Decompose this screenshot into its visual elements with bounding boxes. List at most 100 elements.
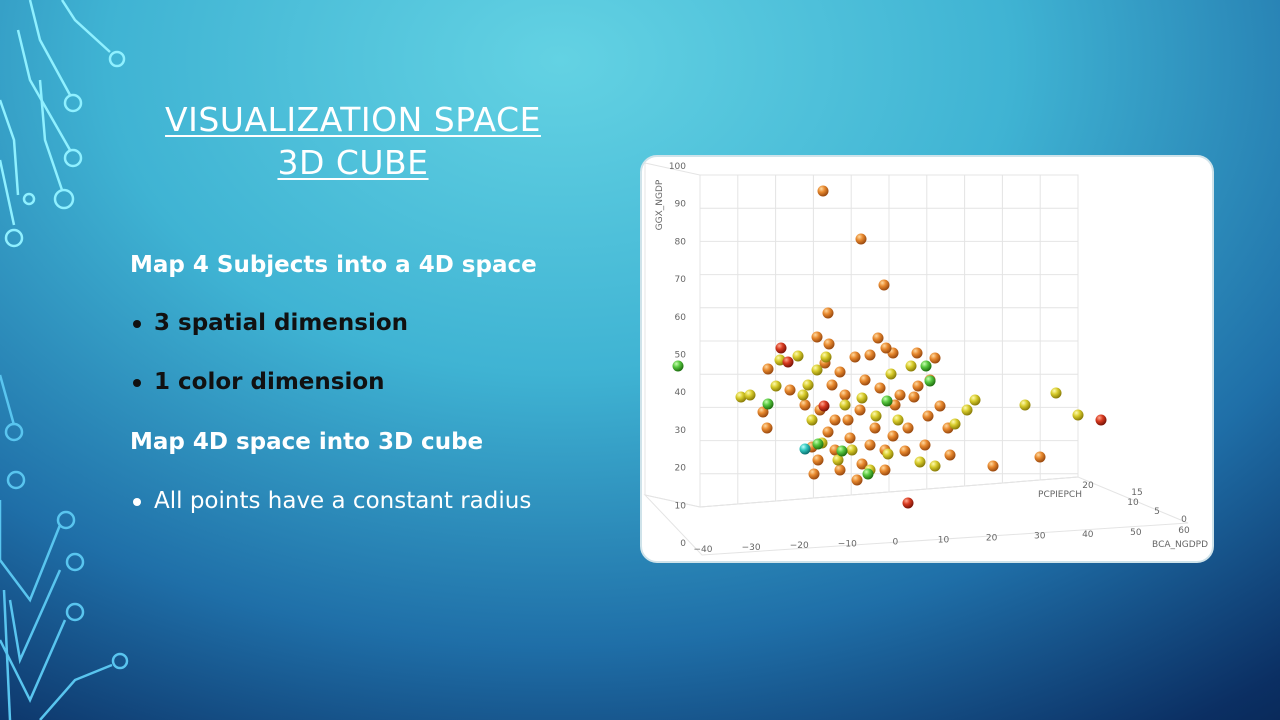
sphere bbox=[797, 389, 809, 401]
sphere bbox=[899, 445, 911, 457]
x-tick-label: 50 bbox=[1130, 528, 1142, 538]
z-tick-label: 15 bbox=[1131, 488, 1142, 498]
sphere bbox=[818, 400, 830, 412]
sphere bbox=[879, 464, 891, 476]
sphere bbox=[820, 351, 832, 363]
slide-text: 3 spatial dimension bbox=[154, 310, 409, 336]
sphere bbox=[782, 356, 794, 368]
sphere bbox=[929, 460, 941, 472]
sphere bbox=[806, 414, 818, 426]
sphere bbox=[892, 414, 904, 426]
sphere bbox=[908, 391, 920, 403]
sphere bbox=[881, 395, 893, 407]
sphere bbox=[880, 342, 892, 354]
x-tick-label: 40 bbox=[1082, 530, 1094, 540]
sphere bbox=[735, 391, 747, 403]
sphere bbox=[905, 360, 917, 372]
bullet bbox=[133, 379, 141, 387]
sphere bbox=[822, 426, 834, 438]
slide-text: All points have a constant radius bbox=[154, 488, 532, 514]
bullet bbox=[133, 498, 141, 506]
sphere bbox=[949, 418, 961, 430]
sphere bbox=[902, 422, 914, 434]
sphere bbox=[826, 379, 838, 391]
sphere bbox=[811, 364, 823, 376]
y-tick-label: 30 bbox=[675, 426, 687, 436]
sphere bbox=[920, 360, 932, 372]
sphere bbox=[854, 404, 866, 416]
sphere bbox=[834, 366, 846, 378]
slide-title: 3D CUBE bbox=[277, 143, 429, 182]
sphere bbox=[874, 382, 886, 394]
x-axis-label: BCA_NGDPD bbox=[1152, 540, 1208, 550]
sphere bbox=[823, 338, 835, 350]
z-axis-label: PCPIEPCH bbox=[1038, 490, 1082, 500]
sphere bbox=[832, 454, 844, 466]
slide-text: 1 color dimension bbox=[154, 369, 385, 395]
sphere bbox=[919, 439, 931, 451]
sphere bbox=[864, 439, 876, 451]
sphere bbox=[911, 347, 923, 359]
sphere bbox=[672, 360, 684, 372]
sphere bbox=[912, 380, 924, 392]
sphere bbox=[882, 448, 894, 460]
sphere bbox=[817, 185, 829, 197]
sphere bbox=[856, 392, 868, 404]
sphere bbox=[872, 332, 884, 344]
sphere bbox=[924, 375, 936, 387]
x-tick-label: −10 bbox=[838, 539, 857, 549]
sphere bbox=[870, 410, 882, 422]
sphere bbox=[808, 468, 820, 480]
y-tick-label: 40 bbox=[675, 388, 687, 398]
y-tick-label: 0 bbox=[680, 539, 686, 549]
z-tick-label: 0 bbox=[1181, 515, 1187, 525]
sphere bbox=[855, 233, 867, 245]
sphere bbox=[1019, 399, 1031, 411]
sphere bbox=[802, 379, 814, 391]
z-tick-label: 10 bbox=[1127, 498, 1139, 508]
sphere bbox=[839, 389, 851, 401]
sphere bbox=[934, 400, 946, 412]
sphere bbox=[1034, 451, 1046, 463]
sphere bbox=[849, 351, 861, 363]
sphere bbox=[1050, 387, 1062, 399]
x-tick-label: −30 bbox=[742, 543, 761, 553]
sphere bbox=[762, 398, 774, 410]
z-tick-label: 5 bbox=[1154, 507, 1160, 517]
sphere bbox=[844, 432, 856, 444]
sphere bbox=[775, 342, 787, 354]
sphere bbox=[859, 374, 871, 386]
x-tick-label: −40 bbox=[694, 545, 713, 555]
sphere bbox=[914, 456, 926, 468]
sphere bbox=[894, 389, 906, 401]
sphere bbox=[822, 307, 834, 319]
sphere bbox=[885, 368, 897, 380]
bullet bbox=[133, 320, 141, 328]
sphere bbox=[792, 350, 804, 362]
x-tick-label: −20 bbox=[790, 541, 809, 551]
sphere bbox=[812, 454, 824, 466]
y-axis-label: GGX_NGDP bbox=[655, 179, 665, 230]
sphere bbox=[929, 352, 941, 364]
sphere bbox=[856, 458, 868, 470]
x-tick-label: 20 bbox=[986, 534, 998, 544]
y-tick-label: 90 bbox=[675, 200, 687, 210]
slide-text: Map 4 Subjects into a 4D space bbox=[130, 252, 537, 278]
sphere bbox=[839, 399, 851, 411]
sphere bbox=[846, 444, 858, 456]
sphere bbox=[862, 468, 874, 480]
x-tick-label: 30 bbox=[1034, 532, 1046, 542]
sphere bbox=[799, 399, 811, 411]
z-tick-label: 20 bbox=[1082, 481, 1094, 491]
y-tick-label: 100 bbox=[669, 162, 686, 172]
y-tick-label: 20 bbox=[675, 464, 687, 474]
sphere bbox=[757, 406, 769, 418]
sphere bbox=[784, 384, 796, 396]
y-tick-label: 70 bbox=[675, 275, 687, 285]
sphere bbox=[842, 414, 854, 426]
sphere bbox=[829, 414, 841, 426]
x-tick-label: 0 bbox=[893, 537, 899, 547]
sphere bbox=[887, 430, 899, 442]
